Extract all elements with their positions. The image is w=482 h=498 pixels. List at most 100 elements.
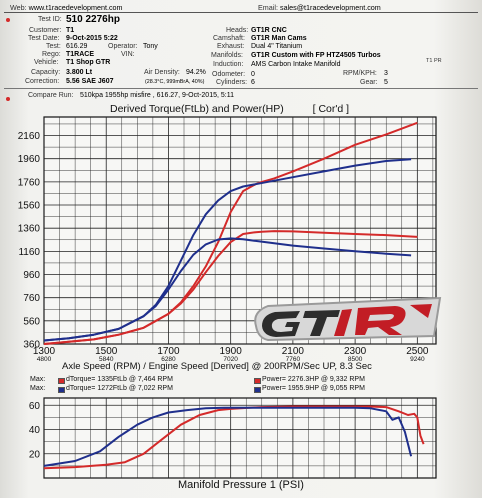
induction-note: T1 PR [426, 58, 442, 64]
main-y-tick-label: 960 [23, 270, 40, 281]
air-density-label: Air Density: [144, 69, 180, 76]
test-date-value: 9-Oct-2015 5:22 [66, 35, 118, 42]
main-x-engine-tick-label: 4800 [37, 356, 52, 363]
header-divider [4, 12, 478, 13]
email-label: Email: [258, 3, 278, 12]
chart-title-note: [ Cor'd ] [312, 103, 350, 115]
exhaust-label: Exhaust: [217, 43, 245, 50]
compare-label: Compare Run: [28, 92, 74, 99]
odometer-label: Odometer: [212, 71, 246, 78]
main-x-engine-tick-label: 7760 [286, 356, 301, 363]
vehicle-label: Vehicle: [34, 59, 59, 66]
gt1r-logo [254, 296, 442, 342]
air-density-value: 94.2% [186, 69, 206, 76]
swatch-icon [254, 387, 261, 393]
main-y-tick-label: 1360 [18, 224, 41, 235]
induction-label: Induction: [213, 61, 244, 68]
max-power-compare: Power= 1955.9HP @ 9,055 RPM [262, 385, 365, 392]
swatch-icon [58, 378, 65, 384]
boost-series-line-1 [43, 406, 413, 467]
boost-x-axis-label: Manifold Pressure 1 (PSI) [178, 479, 304, 491]
max-torque-compare: dTorque= 1272FtLb @ 7,022 RPM [66, 385, 173, 392]
web-row: Web: www.t1racedevelopment.com [10, 4, 123, 12]
max-torque-current: dTorque= 1335FtLb @ 7,464 RPM [66, 376, 173, 383]
main-x-tick-label: 2500 [406, 346, 429, 357]
main-x-tick-label: 1300 [33, 346, 56, 357]
correction-label: Correction: [25, 78, 60, 85]
main-x-engine-tick-label: 7020 [223, 356, 238, 363]
web-value[interactable]: www.t1racedevelopment.com [28, 3, 123, 12]
boost-y-tick-label: 20 [29, 449, 41, 460]
main-tick-labels: 360 560 760 960 1160 1360 1560 1760 1960 2160 1300… [18, 131, 429, 363]
test-id-label: Test ID: [38, 16, 62, 23]
gear-label: Gear: [360, 79, 378, 86]
capacity-value: 3.800 Lt [66, 69, 93, 76]
main-x-engine-tick-label: 8500 [348, 356, 363, 363]
main-y-tick-label: 1760 [18, 177, 41, 188]
main-x-tick-label: 2100 [282, 346, 305, 357]
swatch-icon [254, 378, 261, 384]
rego-label: Rego: [42, 51, 61, 58]
email-value[interactable]: sales@t1racedevelopment.com [279, 3, 381, 12]
main-x-tick-label: 1500 [95, 346, 118, 357]
main-y-tick-label: 560 [23, 316, 40, 327]
test-value: 616.29 [66, 43, 88, 50]
main-y-tick-label: 760 [23, 293, 40, 304]
compare-value: 510kpa 1955hp misfire , 616.27, 9-Oct-20… [80, 92, 234, 99]
odometer-value: 0 [251, 71, 255, 78]
rpm-kph-label: RPM/KPH: [343, 70, 377, 77]
cylinders-label: Cylinders: [216, 79, 248, 86]
heads-value: GT1R CNC [251, 27, 287, 34]
main-y-tick-label: 2160 [18, 131, 41, 142]
main-x-tick-label: 1900 [220, 346, 243, 357]
main-x-axis-label: Axle Speed (RPM) / Engine Speed [Derived… [62, 361, 372, 372]
main-y-tick-label: 1160 [18, 247, 40, 258]
main-y-tick-label: 1960 [18, 154, 41, 165]
vehicle-value: T1 Shop GTR [66, 59, 111, 66]
customer-value: T1 [66, 27, 75, 34]
customer-label: Customer: [29, 27, 62, 34]
max-label-compare: Max: [30, 385, 46, 392]
induction-value: AMS Carbon Intake Manifold [251, 61, 341, 68]
max-label-current: Max: [30, 376, 46, 383]
rpm-kph-value: 3 [384, 70, 388, 77]
main-series-line-1 [43, 230, 418, 345]
main-x-engine-tick-label: 9240 [410, 356, 425, 363]
main-series-line-3 [43, 237, 412, 342]
boost-y-tick-label: 40 [29, 425, 41, 436]
vin-label: VIN: [121, 51, 135, 58]
cylinders-value: 6 [251, 79, 255, 86]
test-label: Test: [46, 43, 61, 50]
main-chart-title: Derived Torque(FtLb) and Power(HP) [ Cor… [110, 103, 349, 115]
bullet-icon [6, 18, 10, 22]
exhaust-value: Dual 4" Titanium [251, 43, 303, 50]
main-y-tick-label: 360 [23, 340, 40, 351]
boost-y-tick-label: 60 [29, 401, 41, 412]
capacity-label: Capacity: [31, 69, 61, 76]
main-x-tick-label: 2300 [344, 346, 367, 357]
main-x-engine-tick-label: 5840 [99, 356, 114, 363]
test-id-value: 510 2276hp [66, 14, 120, 25]
web-label: Web: [10, 3, 27, 12]
camshaft-label: Camshaft: [213, 35, 245, 42]
manifolds-label: Manifolds: [211, 52, 243, 59]
main-x-engine-tick-label: 6280 [161, 356, 176, 363]
email-row: Email: sales@t1racedevelopment.com [258, 4, 381, 12]
air-detail: (28.3°C, 999mBrA, 40%) [145, 79, 205, 85]
correction-value: 5.56 SAE J607 [66, 78, 114, 85]
boost-chart: 20 40 60 [29, 397, 437, 479]
main-x-tick-label: 1700 [157, 346, 180, 357]
main-y-tick-label: 1560 [18, 201, 41, 212]
gear-value: 5 [384, 79, 388, 86]
rego-value: T1RACE [66, 51, 95, 58]
manifolds-value: GT1R Custom with FP HTZ4505 Turbos [251, 52, 381, 59]
operator-value: Tony [143, 43, 158, 50]
main-series [43, 121, 418, 345]
heads-label: Heads: [226, 27, 249, 34]
test-date-label: Test Date: [28, 35, 60, 42]
operator-label: Operator: [108, 43, 138, 50]
bullet-icon [6, 97, 10, 101]
swatch-icon [58, 387, 65, 393]
chart-title-text: Derived Torque(FtLb) and Power(HP) [110, 103, 284, 115]
